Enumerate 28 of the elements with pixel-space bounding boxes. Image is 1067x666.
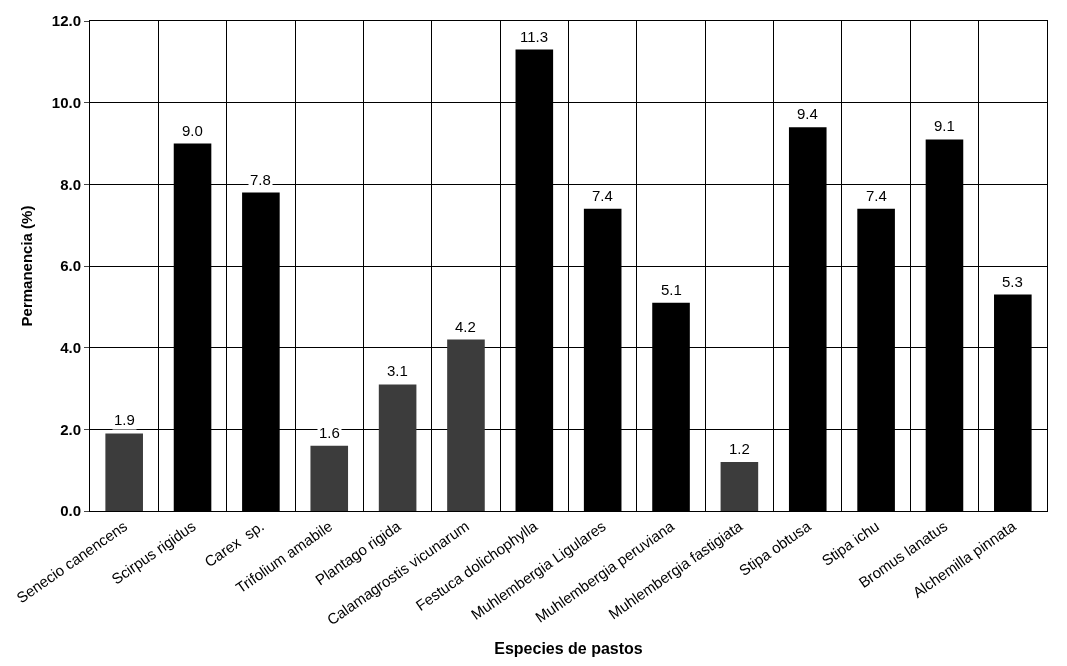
data-label: 7.4 [592, 187, 613, 204]
y-axis-title: Permanencia (%) [18, 205, 36, 327]
data-label: 9.4 [797, 105, 818, 122]
bar [720, 462, 759, 511]
y-tick-label: 12.0 [51, 12, 81, 30]
data-label: 5.3 [1002, 273, 1023, 290]
data-label: 3.1 [387, 362, 408, 379]
data-label: 7.8 [250, 171, 271, 188]
y-tick-label: 6.0 [60, 257, 81, 275]
bar [378, 384, 417, 511]
y-tick-label: 10.0 [51, 93, 81, 111]
bar [447, 339, 485, 511]
data-label: 11.3 [520, 28, 549, 45]
x-axis-title: Especies de pastos [494, 639, 643, 657]
y-tick-label: 8.0 [60, 175, 81, 193]
data-label: 9.0 [182, 122, 203, 139]
data-label: 1.9 [114, 411, 135, 428]
y-tick-label: 4.0 [60, 338, 81, 356]
data-label: 9.1 [934, 117, 955, 134]
bar [310, 445, 349, 511]
y-tick-label: 2.0 [60, 420, 81, 438]
data-label: 4.2 [455, 318, 476, 335]
data-label: 1.6 [319, 424, 340, 441]
bar [105, 433, 143, 511]
data-label: 7.4 [866, 187, 887, 204]
y-tick-label: 0.0 [60, 502, 81, 520]
data-label: 5.1 [661, 281, 682, 298]
data-label: 1.2 [729, 440, 750, 457]
